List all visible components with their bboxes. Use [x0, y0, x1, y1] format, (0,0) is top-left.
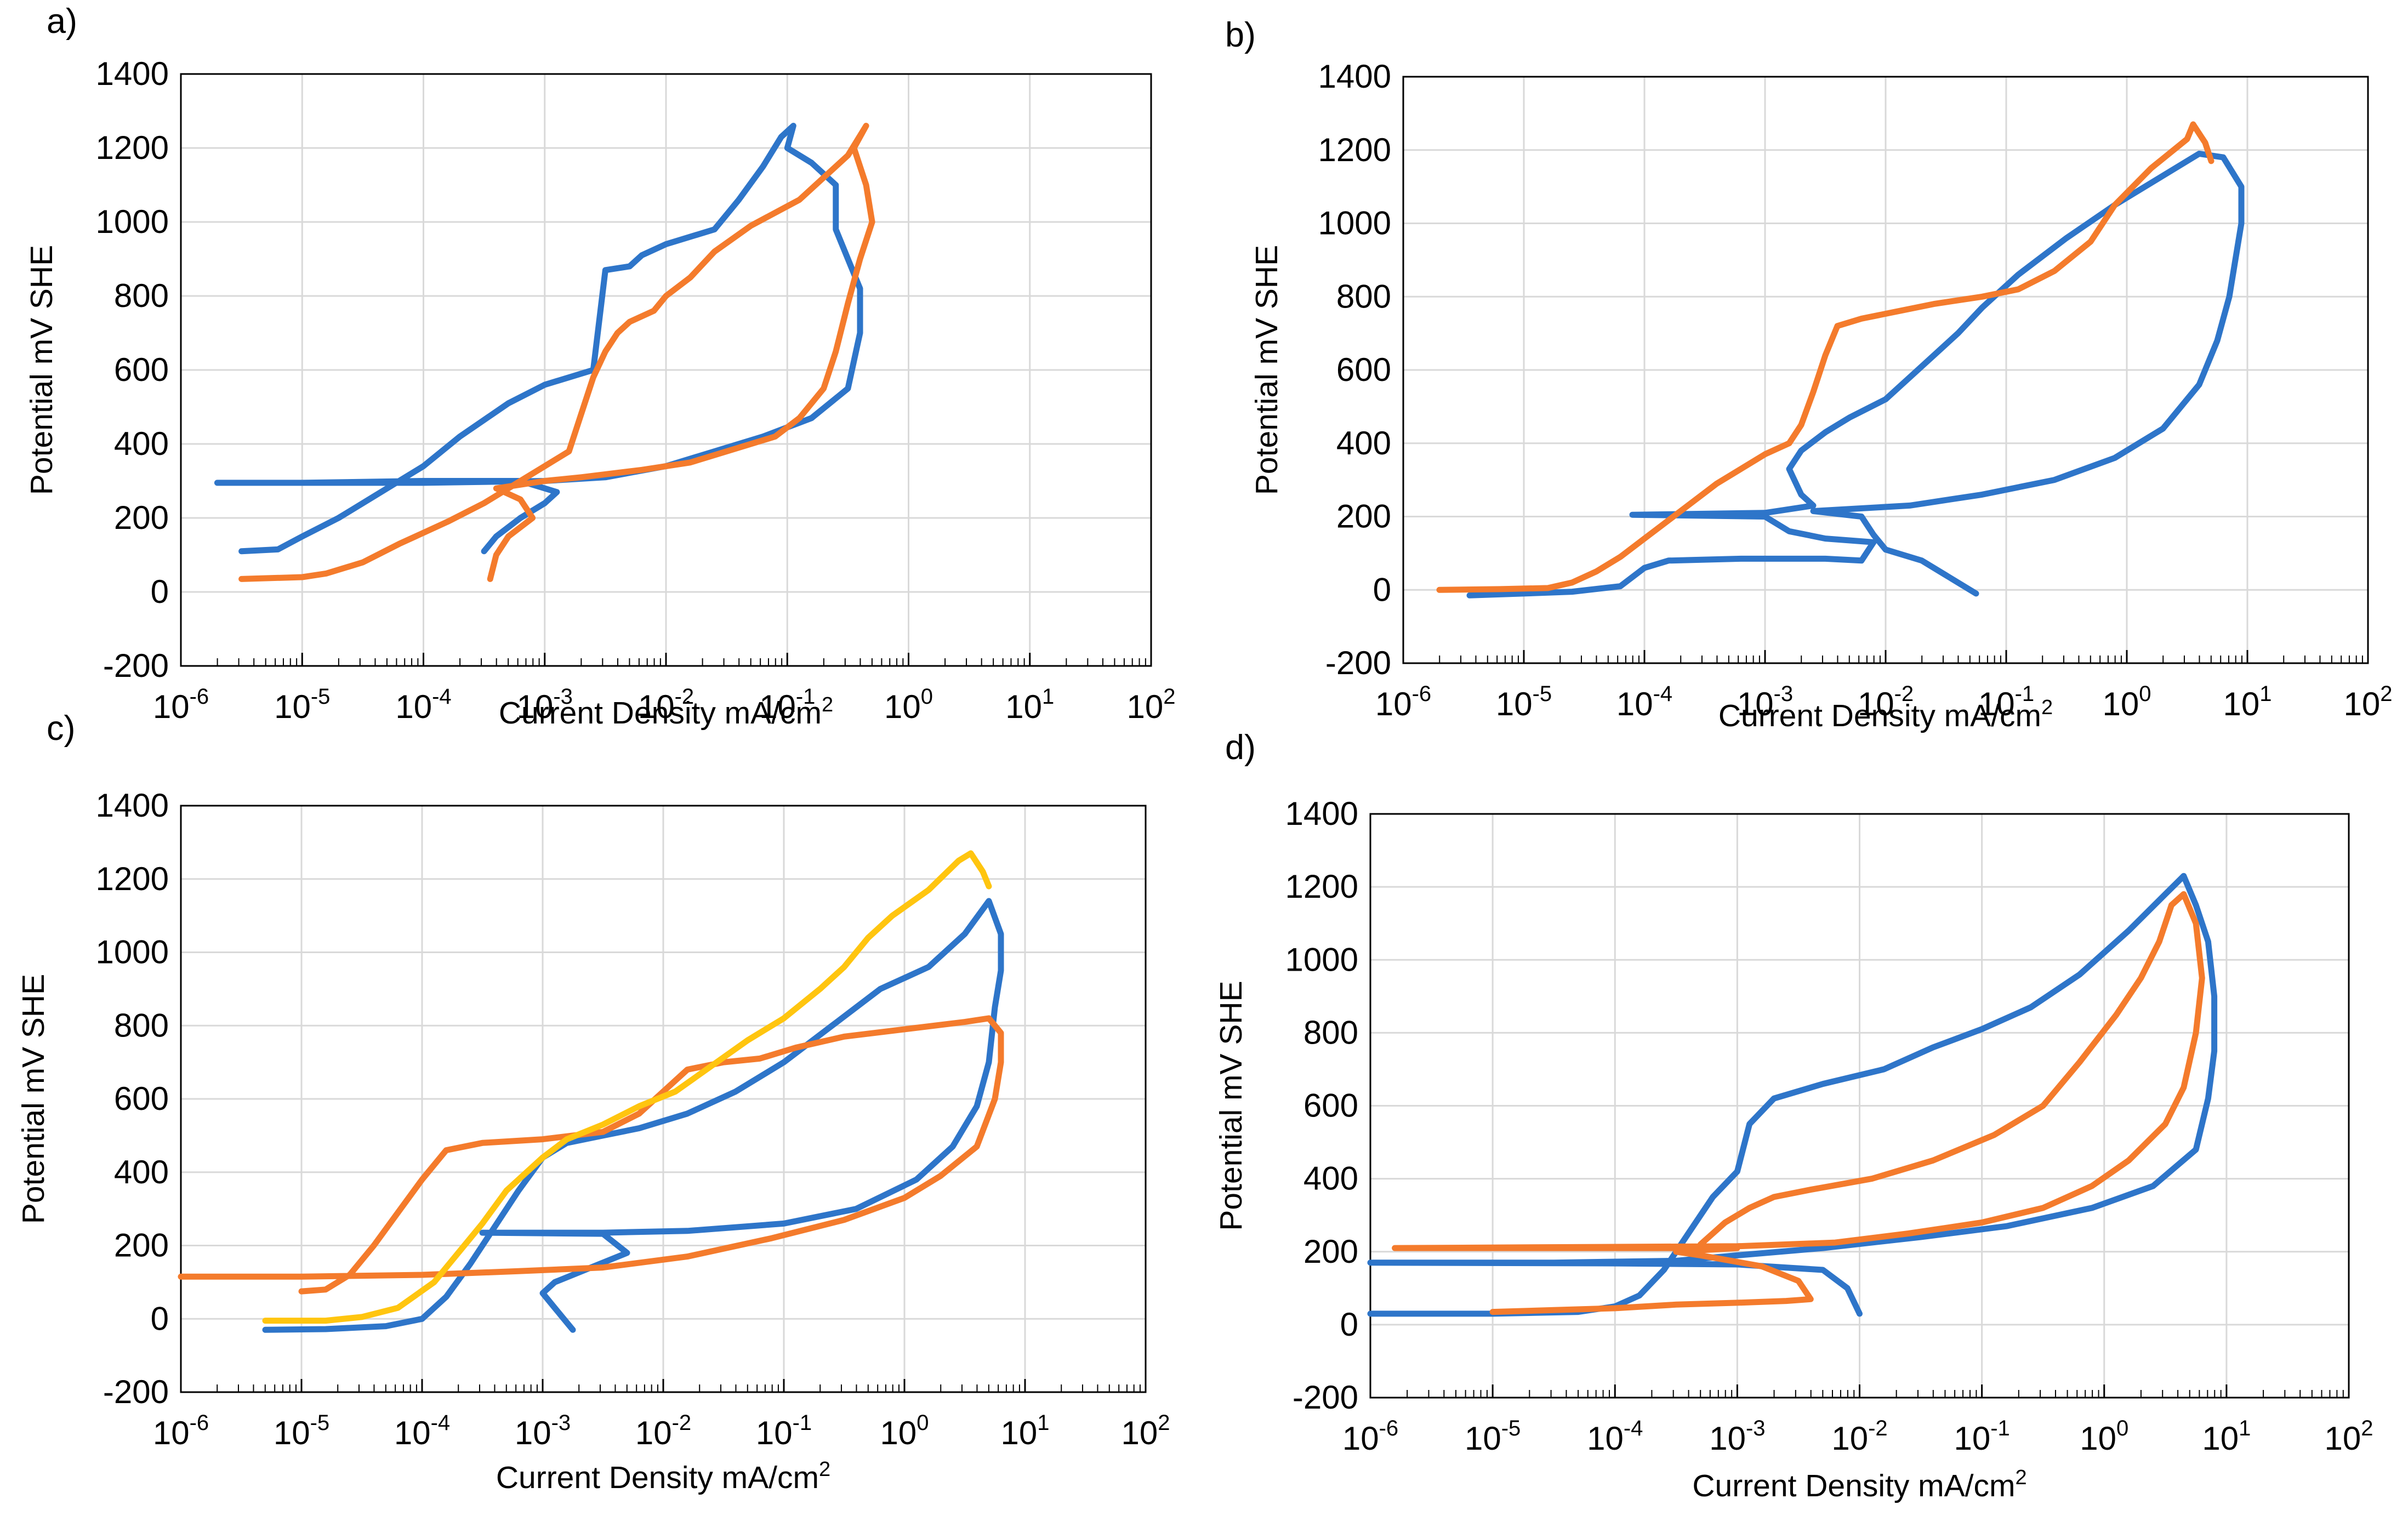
y-tick-label: 0: [151, 573, 169, 610]
x-tick-label: 10-2: [1858, 682, 1914, 722]
x-tick-label: 10-3: [517, 685, 573, 725]
chart-panel-b: b) -200 0 200 400 600 800 1000 1200 1400 10-6 10-5 1…: [1225, 16, 2393, 733]
y-tick-label: -200: [1293, 1379, 1358, 1416]
panel-label: d): [1225, 728, 1256, 767]
x-tick-label: 10-1: [1954, 1416, 2009, 1457]
y-tick-label: 1000: [96, 203, 169, 240]
y-tick-label: 200: [114, 499, 169, 536]
x-tick-label: 10-5: [1496, 682, 1552, 722]
series-line-orange: [1436, 121, 2215, 593]
y-tick-label: 1400: [1285, 795, 1358, 832]
x-tick-label: 100: [880, 1411, 929, 1451]
y-tick-label: 800: [114, 277, 169, 314]
y-tick-label: 800: [114, 1007, 169, 1044]
series-line-orange: [238, 123, 875, 582]
y-tick-label: 1400: [96, 55, 169, 92]
y-tick-label: 600: [1336, 351, 1391, 388]
x-axis-title: Current Density mA/cm2: [1718, 696, 2053, 733]
x-tick-label: 10-4: [1587, 1416, 1643, 1457]
series-line-orange: [178, 1015, 1004, 1295]
x-tick-label: 100: [2080, 1416, 2128, 1457]
y-tick-label: 1200: [1285, 868, 1358, 905]
panel-label: c): [47, 709, 75, 748]
panel-label: b): [1225, 16, 1256, 54]
x-tick-label: 10-2: [635, 1411, 691, 1451]
series-line-blue: [262, 898, 1004, 1333]
x-tick-label: 10-4: [395, 685, 451, 725]
y-tick-label: -200: [103, 647, 169, 684]
x-tick-label: 10-2: [638, 685, 694, 725]
x-tick-label: 102: [2344, 682, 2393, 722]
x-tick-label: 10-6: [153, 1411, 209, 1451]
x-tick-label: 101: [1001, 1411, 1050, 1451]
y-tick-label: 600: [114, 351, 169, 388]
x-tick-label: 10-4: [394, 1411, 450, 1451]
y-tick-label: 1200: [96, 860, 169, 897]
chart-panel-c: c) -200 0 200 400 600 800 1000 1200 1400 10-6 10-5 1…: [16, 709, 1170, 1495]
x-tick-label: 10-5: [1465, 1416, 1521, 1457]
series-line-blue: [1367, 873, 2218, 1317]
y-tick-label: 1200: [1318, 132, 1391, 168]
x-tick-label: 10-1: [759, 685, 815, 725]
x-tick-label: 101: [1005, 685, 1054, 725]
y-tick-label: 1000: [1285, 941, 1358, 978]
x-tick-label: 10-5: [274, 1411, 329, 1451]
series-line-blue: [214, 123, 863, 555]
chart-panel-a: a) -200 0 200 400 600 800 1000 1200 1400 10-6 10-5 1…: [24, 2, 1176, 731]
y-axis-title: Potential mV SHE: [1214, 981, 1249, 1230]
x-tick-label: 100: [2103, 682, 2151, 722]
y-tick-label: 400: [1336, 425, 1391, 461]
y-tick-label: 1200: [96, 129, 169, 166]
y-tick-label: 800: [1303, 1014, 1358, 1051]
x-tick-label: 101: [2202, 1416, 2251, 1457]
series-line-yellow: [262, 850, 992, 1324]
y-tick-label: 0: [151, 1300, 169, 1337]
y-tick-label: 400: [114, 425, 169, 462]
x-tick-label: 10-3: [515, 1411, 571, 1451]
y-tick-label: 1000: [1318, 205, 1391, 242]
y-tick-label: 1000: [96, 934, 169, 971]
y-tick-label: 200: [1303, 1233, 1358, 1270]
x-tick-label: 10-4: [1616, 682, 1672, 722]
y-tick-label: 200: [1336, 498, 1391, 535]
y-axis-title: Potential mV SHE: [16, 974, 51, 1224]
x-tick-label: 100: [884, 685, 933, 725]
chart-panel-d: d) -200 0 200 400 600 800 1000 1200 1400 10-6 10-5 1…: [1214, 728, 2373, 1503]
x-axis-title: Current Density mA/cm2: [499, 693, 833, 731]
y-tick-label: 0: [1340, 1306, 1358, 1343]
x-tick-label: 10-3: [1737, 682, 1793, 722]
x-tick-label: 102: [1122, 1411, 1170, 1451]
x-tick-label: 102: [2325, 1416, 2373, 1457]
y-axis-title: Potential mV SHE: [1249, 245, 1284, 495]
y-tick-label: -200: [103, 1374, 169, 1410]
x-tick-label: 10-6: [1375, 682, 1431, 722]
x-axis-title: Current Density mA/cm2: [496, 1458, 830, 1495]
panel-label: a): [47, 2, 77, 41]
y-tick-label: 1400: [96, 787, 169, 824]
x-tick-label: 10-6: [1342, 1416, 1398, 1457]
x-axis-title: Current Density mA/cm2: [1692, 1466, 2026, 1503]
y-tick-label: 1400: [1318, 58, 1391, 95]
x-tick-label: 10-3: [1709, 1416, 1765, 1457]
x-tick-label: 10-1: [756, 1411, 812, 1451]
y-tick-label: 800: [1336, 278, 1391, 315]
series-line-orange: [1392, 891, 2205, 1315]
x-tick-label: 101: [2223, 682, 2272, 722]
y-tick-label: 0: [1373, 571, 1391, 608]
x-tick-label: 10-2: [1831, 1416, 1887, 1457]
y-tick-label: 200: [114, 1227, 169, 1264]
x-tick-label: 10-6: [153, 685, 209, 725]
series-line-blue: [1466, 150, 2245, 599]
y-tick-label: 600: [114, 1080, 169, 1117]
x-tick-label: 102: [1127, 685, 1176, 725]
x-tick-label: 10-1: [1978, 682, 2034, 722]
y-axis-title: Potential mV SHE: [24, 245, 59, 495]
y-tick-label: 400: [114, 1154, 169, 1190]
y-tick-label: -200: [1325, 645, 1391, 681]
y-tick-label: 400: [1303, 1160, 1358, 1197]
x-tick-label: 10-5: [274, 685, 330, 725]
y-tick-label: 600: [1303, 1087, 1358, 1124]
